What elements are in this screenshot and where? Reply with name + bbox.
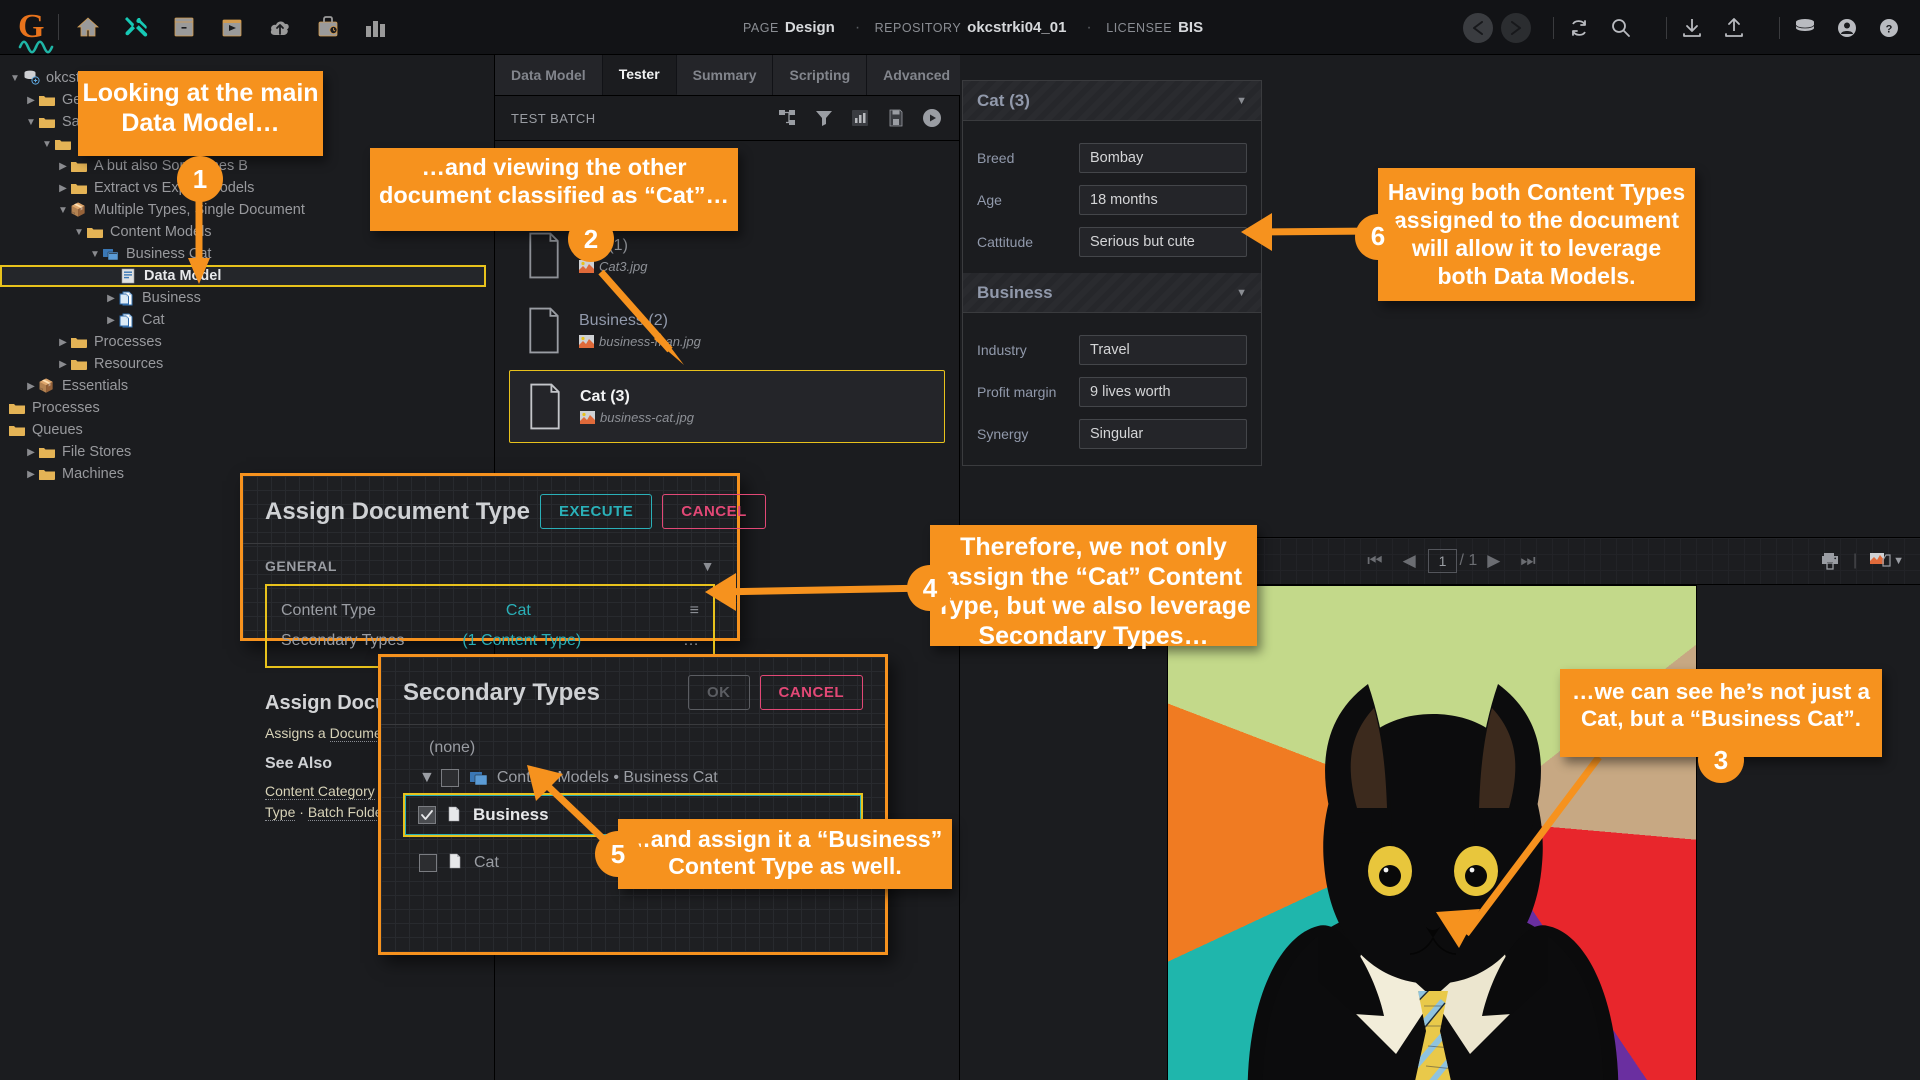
svg-text:?: ? (1886, 23, 1893, 35)
